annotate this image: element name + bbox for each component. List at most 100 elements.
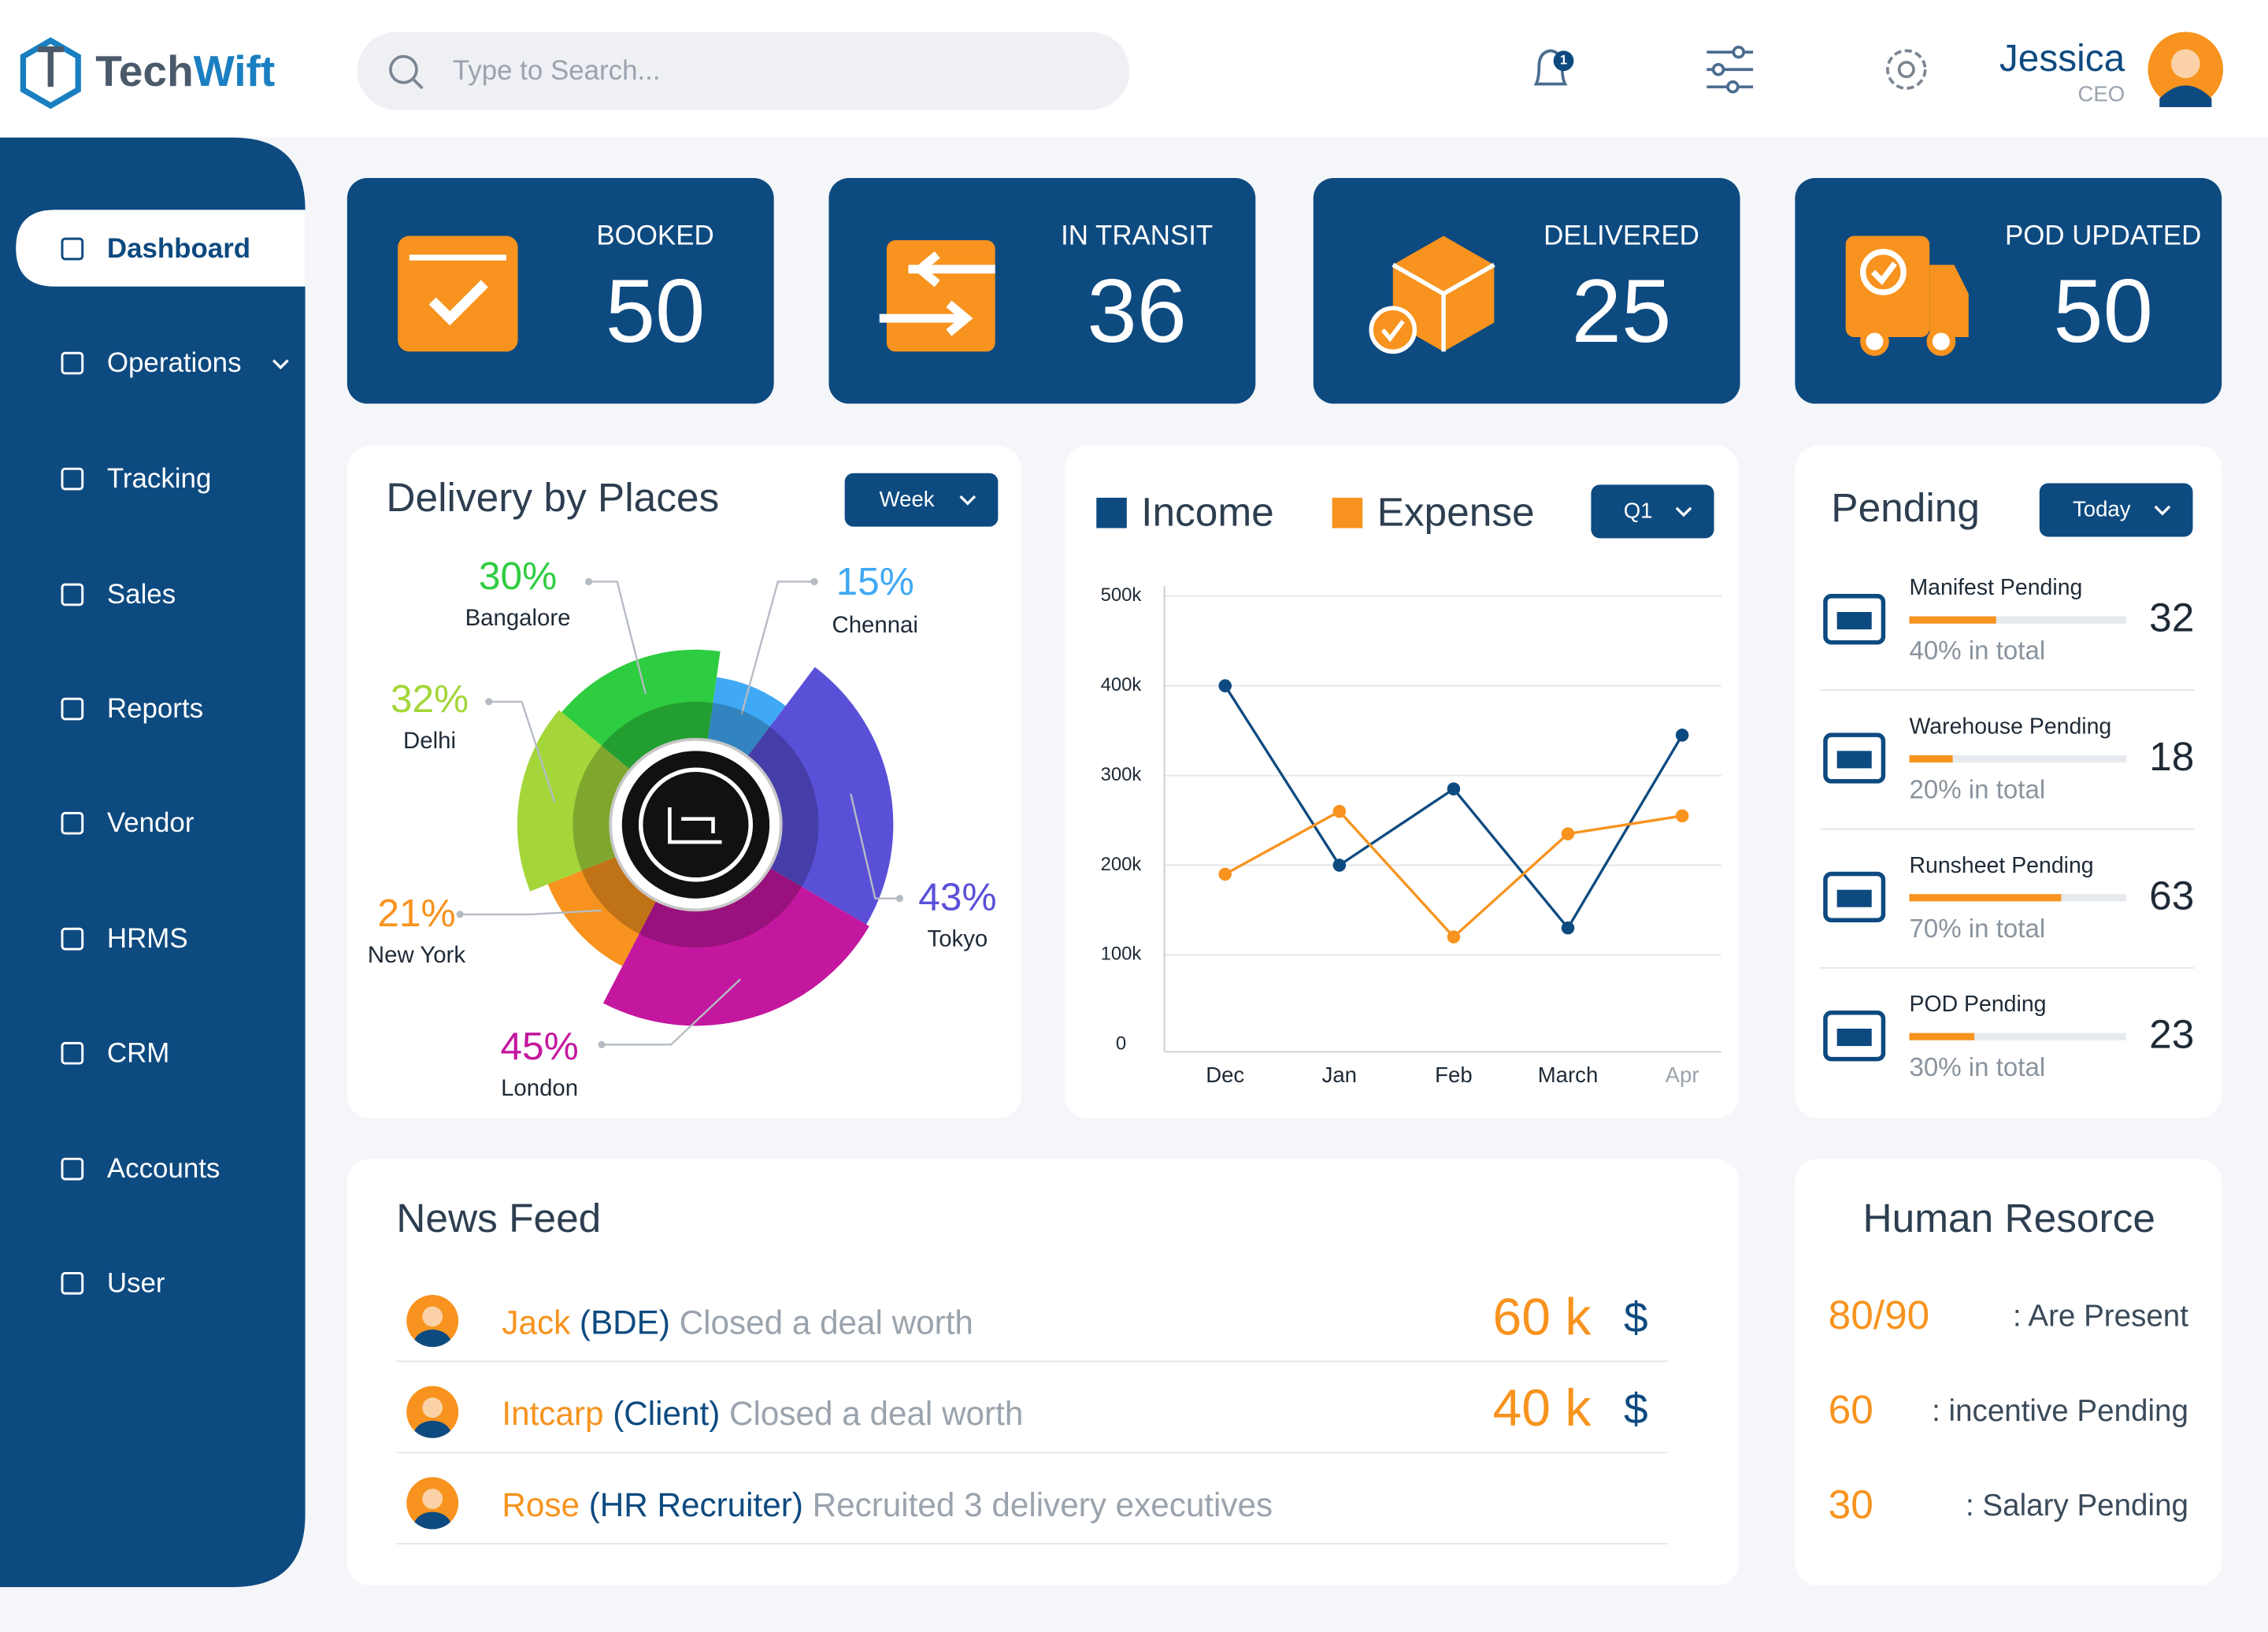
menu-item[interactable]: Tracking <box>107 463 211 494</box>
progress-bar <box>1909 616 1996 624</box>
donut-segment <box>747 666 894 925</box>
line-point <box>1332 859 1347 872</box>
menu-item[interactable]: Vendor <box>107 807 195 838</box>
menu-icon <box>61 1041 84 1065</box>
legend-label: Expense <box>1377 489 1535 535</box>
dropdown-label: Week <box>880 487 935 511</box>
menu-icon <box>61 1157 84 1181</box>
dropdown[interactable] <box>1591 484 1714 539</box>
news-action: Closed a deal worth <box>729 1395 1023 1432</box>
icon-shape <box>398 236 518 352</box>
progress-track <box>1909 616 2126 624</box>
x-tick-label: Jan <box>1322 1063 1357 1087</box>
search-icon <box>389 54 418 84</box>
news-name: Intcarp <box>502 1395 603 1432</box>
leader-dot <box>584 577 593 586</box>
progress-track <box>1909 755 2126 763</box>
segment-label: Delhi <box>403 728 456 754</box>
donut-center <box>621 751 770 899</box>
legend-label: Income <box>1141 489 1274 535</box>
menu-icon <box>61 811 84 835</box>
chevron <box>272 359 289 369</box>
avatar-clip <box>406 1385 459 1438</box>
menu-icon <box>61 697 84 721</box>
news-amount: 60 k <box>1492 1288 1592 1346</box>
donut-center <box>638 767 754 882</box>
news-name: Jack <box>502 1304 571 1341</box>
header <box>0 0 2268 138</box>
menu-item[interactable]: HRMS <box>107 923 188 954</box>
menu-item[interactable]: Operations <box>107 347 242 378</box>
segment-value: 30% <box>479 554 557 598</box>
stat-icon <box>1845 236 1969 356</box>
news-action: Recruited 3 delivery executives <box>813 1486 1273 1523</box>
pending-icon <box>1836 1029 1872 1047</box>
leader-line <box>460 909 602 916</box>
pending-icon <box>1823 594 1886 645</box>
avatar-clip <box>406 1477 459 1530</box>
menu-item[interactable]: Accounts <box>107 1153 220 1184</box>
search-icon <box>413 78 424 90</box>
icon-shape <box>428 280 488 326</box>
donut-segment <box>561 649 721 770</box>
stat-card <box>1795 178 2222 404</box>
user-avatar[interactable] <box>2148 32 2224 108</box>
user-name: Jessica <box>1999 38 2125 80</box>
pending-count: 32 <box>2149 595 2194 640</box>
menu-item[interactable]: User <box>107 1267 165 1298</box>
hr-value: 60 <box>1829 1386 1873 1432</box>
news-amount: 40 k <box>1492 1379 1592 1437</box>
progress-bar <box>1909 755 1953 763</box>
line-point <box>1332 804 1347 818</box>
segment-label: New York <box>368 942 465 968</box>
search-box[interactable] <box>357 32 1130 110</box>
leader-dot <box>598 1040 606 1048</box>
menu-item[interactable]: Reports <box>107 693 203 724</box>
icon-shape <box>1380 320 1405 343</box>
pending-count: 63 <box>2149 872 2194 918</box>
icon-shape <box>1860 249 1907 295</box>
y-tick-label: 500k <box>1101 584 1142 606</box>
avatar-clip <box>406 1294 459 1348</box>
hr-value: 80/90 <box>1829 1292 1930 1337</box>
news-text: Jack (BDE) Closed a deal worth <box>502 1304 973 1341</box>
dropdown-label: Q1 <box>1624 499 1653 523</box>
bell-icon[interactable] <box>1533 49 1574 86</box>
chevron <box>959 495 976 506</box>
leader-line <box>850 793 900 899</box>
pending-percent: 20% in total <box>1909 776 2045 805</box>
logo-part: Tech <box>95 46 193 95</box>
active-menu-bg <box>16 210 306 287</box>
dropdown[interactable] <box>844 473 999 527</box>
segment-label: Bangalore <box>465 605 571 631</box>
menu-item[interactable]: Sales <box>107 579 176 610</box>
search-placeholder: Type to Search... <box>453 55 661 86</box>
pending-icon <box>1836 612 1872 630</box>
menu-icon <box>61 467 84 491</box>
segment-value: 15% <box>836 559 914 603</box>
stat-value: 25 <box>1572 261 1672 362</box>
progress-bar <box>1909 1033 1975 1040</box>
dropdown[interactable] <box>2039 483 2193 537</box>
panel-title: Pending <box>1831 484 1980 530</box>
menu-item[interactable]: CRM <box>107 1037 169 1068</box>
user-role: CEO <box>2077 82 2125 106</box>
avatar <box>406 1385 459 1438</box>
news-currency: $ <box>1624 1384 1648 1433</box>
legend-swatch <box>1096 497 1127 529</box>
avatar-head <box>422 1489 443 1509</box>
sidebar <box>0 137 306 1587</box>
menu-item[interactable]: Dashboard <box>107 233 250 264</box>
filter-icon[interactable] <box>1707 45 1754 94</box>
y-tick-label: 400k <box>1101 674 1142 695</box>
line-point <box>1218 679 1232 692</box>
y-tick-label: 100k <box>1101 944 1142 965</box>
x-tick-label: March <box>1538 1063 1599 1087</box>
pending-icon <box>1823 1011 1886 1062</box>
donut-segment <box>707 677 786 756</box>
panel-title: News Feed <box>396 1195 601 1241</box>
settings-icon[interactable] <box>1886 49 1927 90</box>
icon-shape <box>1926 327 1956 356</box>
